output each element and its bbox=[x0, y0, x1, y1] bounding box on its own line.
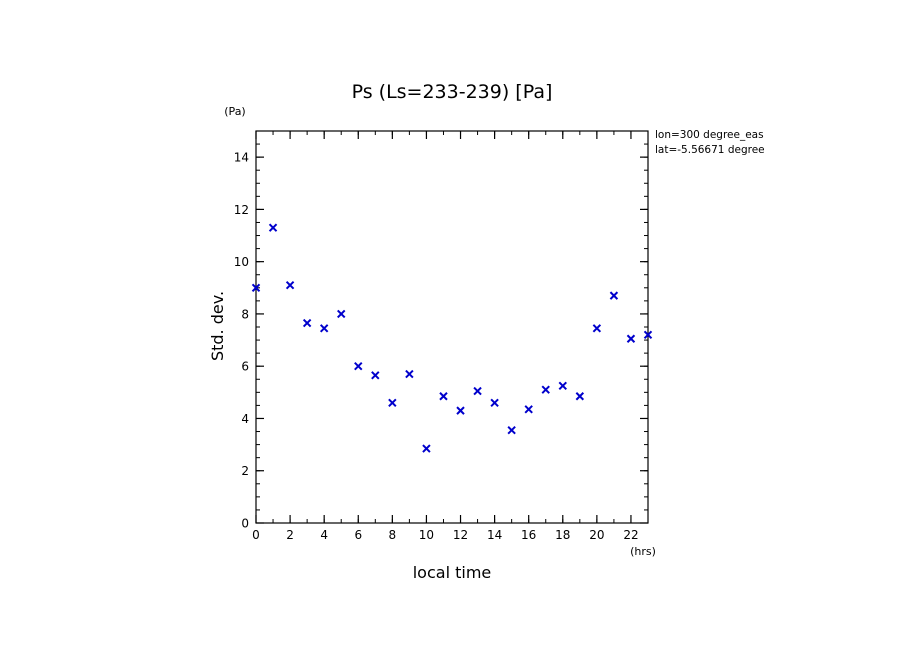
data-points bbox=[251, 223, 653, 453]
x-tick-label: 16 bbox=[521, 528, 536, 542]
x-tick-label: 8 bbox=[389, 528, 397, 542]
data-point bbox=[319, 324, 329, 333]
axis-ticks: 0 2 4 6 8 10 12 14 16 18 20 22 0 2 4 6 8 10 12 14 bbox=[234, 130, 649, 542]
data-point bbox=[473, 386, 482, 396]
y-tick-label: 0 bbox=[241, 517, 249, 531]
y-tick-label: 4 bbox=[241, 412, 249, 426]
x-tick-label: 10 bbox=[419, 528, 434, 542]
x-tick-label: 6 bbox=[354, 528, 362, 542]
data-point bbox=[490, 398, 499, 407]
data-point bbox=[439, 392, 448, 401]
data-point bbox=[609, 291, 619, 300]
y-axis-label: Std. dev. bbox=[208, 291, 227, 361]
data-point bbox=[268, 223, 278, 232]
data-point bbox=[371, 371, 380, 380]
data-point bbox=[405, 369, 414, 379]
data-point bbox=[541, 385, 550, 394]
x-tick-label: 4 bbox=[320, 528, 328, 542]
data-point bbox=[558, 381, 567, 391]
y-tick-label: 2 bbox=[241, 464, 249, 478]
x-tick-label: 18 bbox=[555, 528, 570, 542]
y-unit-label: (Pa) bbox=[224, 105, 245, 118]
y-tick-label: 14 bbox=[234, 151, 249, 165]
plot-frame bbox=[255, 130, 649, 524]
data-point bbox=[388, 398, 397, 407]
x-tick-label: 0 bbox=[252, 528, 260, 542]
y-tick-label: 12 bbox=[234, 203, 249, 217]
data-point bbox=[575, 392, 585, 401]
data-point bbox=[337, 309, 346, 319]
y-tick-label: 6 bbox=[241, 360, 249, 374]
data-point bbox=[626, 334, 636, 343]
data-point bbox=[643, 330, 653, 340]
x-unit-label: (hrs) bbox=[630, 545, 656, 558]
x-tick-label: 14 bbox=[487, 528, 502, 542]
data-point bbox=[354, 361, 363, 371]
data-point bbox=[251, 283, 261, 293]
data-point bbox=[302, 318, 312, 328]
data-point bbox=[456, 406, 465, 415]
data-point bbox=[285, 280, 295, 290]
location-info-lon: lon=300 degree_eas bbox=[655, 129, 764, 141]
y-tick-label: 10 bbox=[234, 255, 249, 269]
x-tick-label: 22 bbox=[623, 528, 638, 542]
location-info-lat: lat=-5.56671 degree bbox=[655, 144, 765, 156]
x-axis-label: local time bbox=[413, 563, 492, 582]
x-tick-label: 20 bbox=[589, 528, 604, 542]
data-point bbox=[524, 405, 533, 414]
x-tick-label: 2 bbox=[286, 528, 294, 542]
y-tick-label: 8 bbox=[241, 307, 249, 321]
chart-title: Ps (Ls=233-239) [Pa] bbox=[352, 81, 553, 103]
data-point bbox=[592, 324, 602, 333]
x-tick-label: 12 bbox=[453, 528, 468, 542]
data-point bbox=[507, 426, 516, 435]
data-point bbox=[422, 444, 431, 453]
